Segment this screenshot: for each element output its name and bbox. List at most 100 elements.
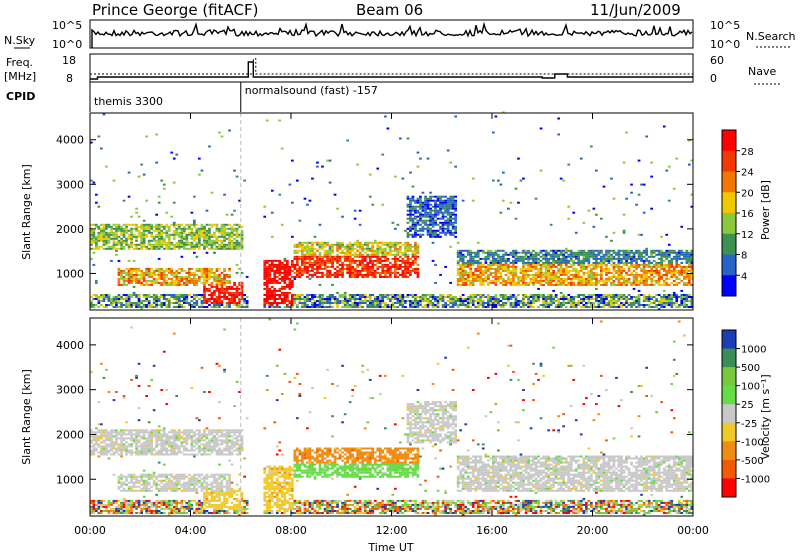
scatter-cell	[469, 296, 473, 298]
scatter-cell	[122, 227, 126, 230]
scatter-cell	[464, 304, 468, 306]
scatter-cell	[230, 247, 234, 250]
scatter-cell	[436, 217, 440, 220]
scatter-cell	[672, 267, 676, 270]
scatter-cell	[677, 269, 681, 272]
scatter-cell	[298, 249, 302, 252]
scatter-cell	[328, 253, 332, 256]
scatter-cell	[341, 243, 344, 246]
scatter-cell	[210, 298, 214, 300]
scatter-cell	[660, 273, 663, 276]
scatter-cell	[288, 285, 292, 288]
scatter-cell	[411, 213, 415, 216]
scatter-cell	[235, 289, 239, 292]
scatter-cell	[208, 223, 211, 226]
scatter-cell	[396, 223, 400, 226]
scatter-cell	[162, 296, 166, 298]
scatter-cell	[157, 241, 161, 244]
scatter-cell	[461, 253, 465, 256]
scatter-cell	[223, 283, 226, 286]
scatter-cell	[600, 298, 603, 300]
scatter-cell	[404, 300, 407, 302]
scatter-cell	[92, 235, 96, 238]
scatter-cell	[459, 277, 462, 280]
scatter-cell	[210, 285, 214, 288]
colorbar-swatch	[722, 233, 736, 255]
scatter-cell	[476, 275, 480, 278]
scatter-cell	[471, 257, 475, 260]
scatter-cell	[306, 253, 309, 256]
scatter-cell	[228, 273, 231, 276]
scatter-cell	[336, 271, 339, 274]
scatter-cell	[567, 205, 571, 208]
scatter-cell	[238, 281, 241, 284]
scatter-cell	[667, 302, 671, 304]
scatter-cell	[341, 271, 344, 274]
scatter-cell	[185, 247, 189, 250]
scatter-cell	[286, 283, 289, 286]
scatter-cell	[213, 300, 216, 302]
scatter-cell	[208, 275, 211, 278]
scatter-cell	[451, 199, 455, 202]
scatter-cell	[238, 235, 241, 238]
scatter-cell	[529, 294, 533, 296]
scatter-cell	[665, 263, 669, 266]
scatter-cell	[326, 259, 329, 262]
scatter-cell	[127, 195, 131, 198]
scatter-cell	[406, 235, 410, 238]
scatter-cell	[218, 131, 221, 134]
scatter-cell	[125, 306, 128, 308]
scatter-cell	[100, 245, 103, 248]
scatter-cell	[348, 304, 352, 306]
scatter-cell	[600, 277, 603, 280]
scatter-cell	[328, 306, 332, 308]
scatter-cell	[381, 251, 385, 254]
scatter-cell	[373, 269, 377, 272]
scatter-cell	[645, 304, 648, 306]
scatter-cell	[564, 283, 568, 286]
scatter-cell	[456, 267, 460, 270]
scatter-cell	[351, 298, 354, 300]
scatter-cell	[577, 304, 581, 306]
scatter-cell	[688, 296, 691, 298]
scatter-cell	[137, 247, 141, 250]
scatter-cell	[662, 259, 666, 262]
scatter-cell	[291, 159, 294, 162]
scatter-cell	[155, 298, 158, 300]
scatter-cell	[263, 294, 267, 296]
scatter-cell	[157, 275, 161, 278]
scatter-cell	[685, 306, 689, 308]
scatter-cell	[336, 253, 339, 256]
scatter-cell	[348, 245, 352, 248]
scatter-cell	[650, 253, 653, 256]
scatter-cell	[213, 241, 216, 244]
scatter-cell	[135, 237, 138, 240]
scatter-cell	[476, 294, 480, 296]
scatter-cell	[205, 273, 209, 276]
scatter-cell	[366, 241, 370, 244]
scatter-cell	[579, 157, 583, 160]
scatter-cell	[358, 259, 362, 262]
scatter-cell	[215, 306, 219, 308]
scatter-cell	[198, 157, 201, 160]
scatter-cell	[341, 215, 344, 218]
scatter-cell	[492, 261, 495, 264]
scatter-cell	[115, 237, 118, 240]
scatter-cell	[414, 298, 417, 300]
scatter-cell	[205, 267, 209, 270]
scatter-cell	[429, 215, 432, 218]
scatter-cell	[323, 253, 327, 256]
scatter-cell	[175, 306, 179, 308]
scatter-cell	[384, 241, 387, 244]
scatter-cell	[497, 259, 500, 262]
scatter-cell	[476, 279, 480, 282]
scatter-cell	[544, 304, 548, 306]
scatter-cell	[404, 243, 407, 246]
scatter-cell	[662, 304, 666, 306]
scatter-cell	[537, 257, 540, 260]
scatter-cell	[509, 296, 513, 298]
scatter-cell	[235, 271, 239, 274]
scatter-cell	[115, 300, 118, 302]
scatter-cell	[90, 441, 93, 444]
scatter-cell	[421, 203, 425, 206]
